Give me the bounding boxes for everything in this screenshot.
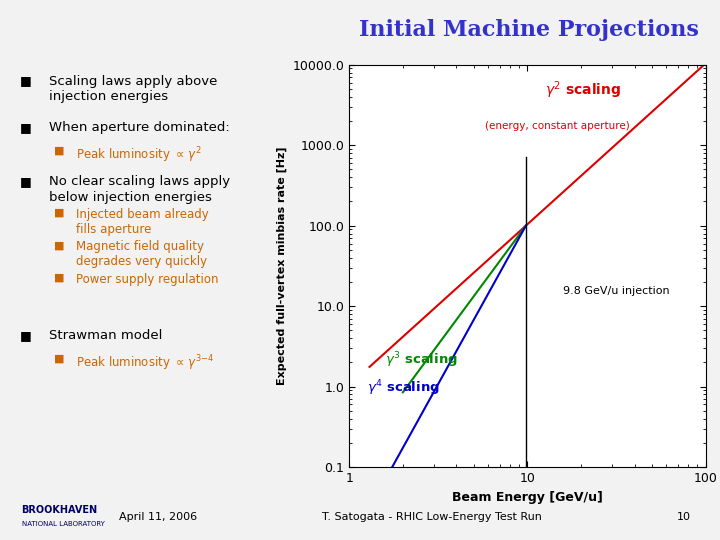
Text: ■: ■ xyxy=(54,354,65,364)
Text: Magnetic field quality
degrades very quickly: Magnetic field quality degrades very qui… xyxy=(76,240,207,268)
Text: ■: ■ xyxy=(19,176,31,188)
Text: T. Satogata - RHIC Low-Energy Test Run: T. Satogata - RHIC Low-Energy Test Run xyxy=(322,512,542,522)
Text: When aperture dominated:: When aperture dominated: xyxy=(49,122,230,134)
Text: ■: ■ xyxy=(54,146,65,156)
Text: Peak luminosity $\propto\,\gamma^2$: Peak luminosity $\propto\,\gamma^2$ xyxy=(76,146,201,165)
Text: 10: 10 xyxy=(677,512,691,522)
Text: ■: ■ xyxy=(19,329,31,342)
Text: NATIONAL LABORATORY: NATIONAL LABORATORY xyxy=(22,521,104,527)
Text: 9.8 GeV/u injection: 9.8 GeV/u injection xyxy=(563,286,670,296)
Text: April 11, 2006: April 11, 2006 xyxy=(120,512,197,522)
Text: Strawman model: Strawman model xyxy=(49,329,162,342)
Y-axis label: Expected full-vertex minbias rate [Hz]: Expected full-vertex minbias rate [Hz] xyxy=(276,147,287,385)
Text: $\gamma^2$ scaling: $\gamma^2$ scaling xyxy=(545,79,621,101)
X-axis label: Beam Energy [GeV/u]: Beam Energy [GeV/u] xyxy=(452,490,603,503)
Text: No clear scaling laws apply
below injection energies: No clear scaling laws apply below inject… xyxy=(49,176,230,204)
Text: ■: ■ xyxy=(54,240,65,251)
Text: $\gamma^4$ scaling: $\gamma^4$ scaling xyxy=(367,379,440,399)
Text: BROOKHAVEN: BROOKHAVEN xyxy=(22,505,98,515)
Text: Scaling laws apply above
injection energies: Scaling laws apply above injection energ… xyxy=(49,75,217,103)
Text: ■: ■ xyxy=(19,122,31,134)
Text: Initial Machine Projections: Initial Machine Projections xyxy=(359,19,698,40)
Text: Power supply regulation: Power supply regulation xyxy=(76,273,218,286)
Text: $\gamma^3$ scaling: $\gamma^3$ scaling xyxy=(384,350,458,370)
Text: Peak luminosity $\propto\,\gamma^{3\mathregular{-}4}$: Peak luminosity $\propto\,\gamma^{3\math… xyxy=(76,354,214,373)
Text: Injected beam already
fills aperture: Injected beam already fills aperture xyxy=(76,208,208,236)
Text: ■: ■ xyxy=(54,273,65,283)
Text: ■: ■ xyxy=(54,208,65,218)
Text: ■: ■ xyxy=(19,75,31,87)
Text: (energy, constant aperture): (energy, constant aperture) xyxy=(485,121,629,131)
